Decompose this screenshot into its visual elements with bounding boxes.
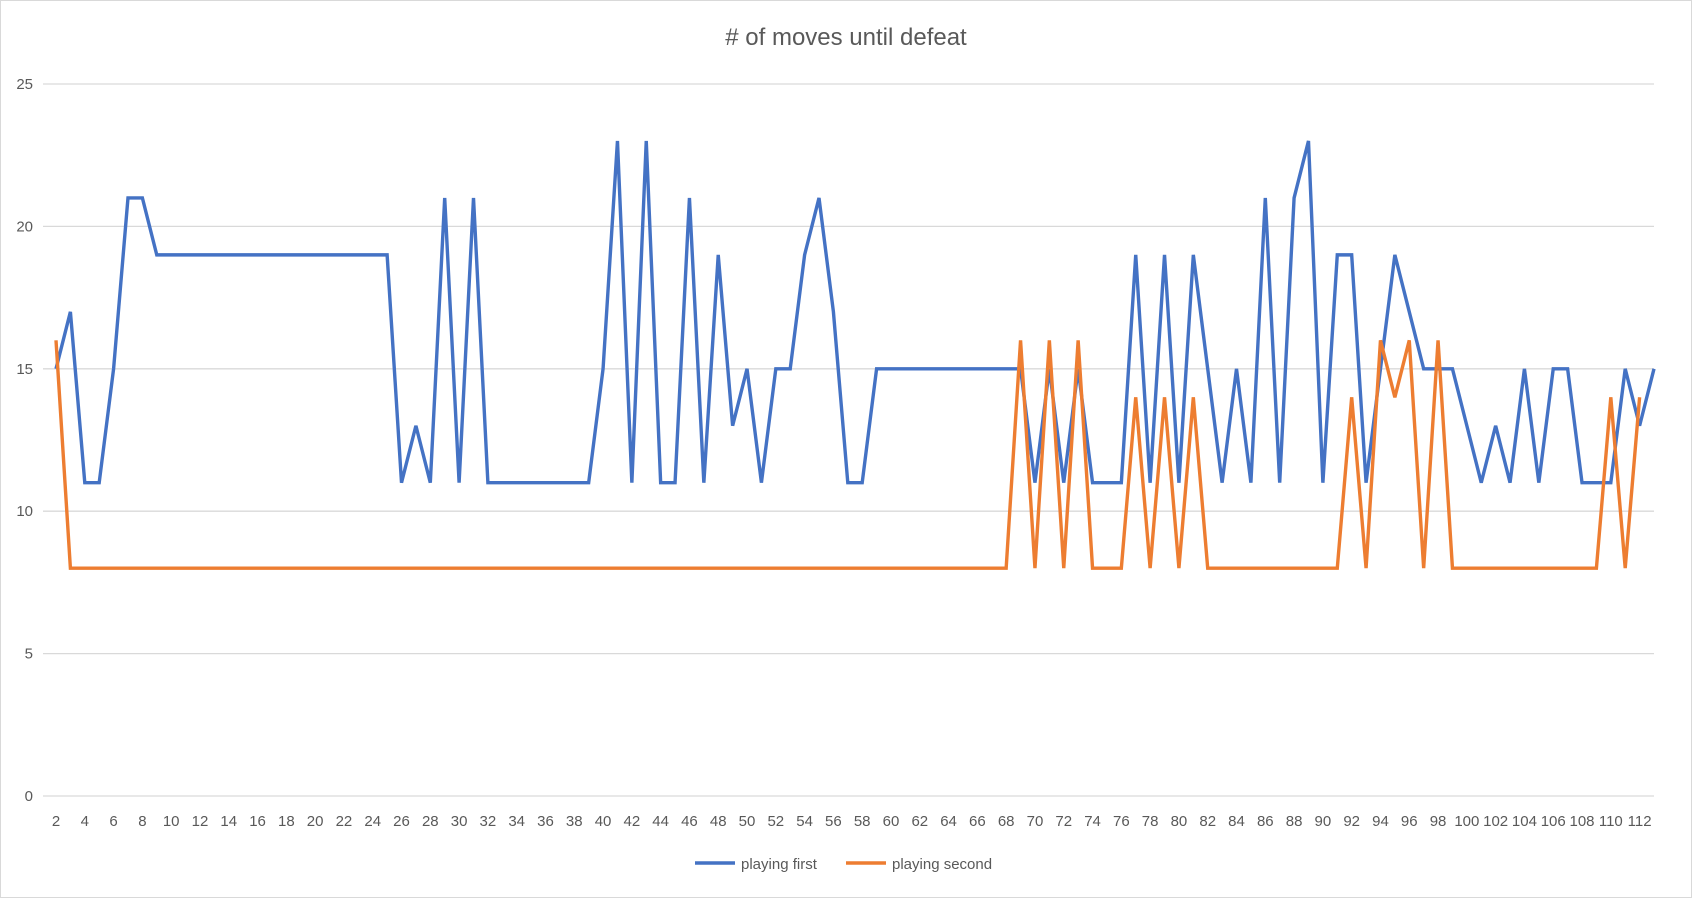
x-tick-label: 22 bbox=[336, 813, 353, 830]
x-tick-label: 90 bbox=[1315, 813, 1332, 830]
x-tick-label: 104 bbox=[1512, 813, 1537, 830]
x-tick-label: 30 bbox=[451, 813, 468, 830]
x-tick-label: 108 bbox=[1570, 813, 1595, 830]
x-tick-label: 74 bbox=[1084, 813, 1101, 830]
x-tick-label: 102 bbox=[1483, 813, 1508, 830]
x-tick-label: 76 bbox=[1113, 813, 1130, 830]
x-tick-label: 24 bbox=[364, 813, 381, 830]
x-tick-label: 36 bbox=[537, 813, 554, 830]
x-tick-label: 80 bbox=[1171, 813, 1188, 830]
x-tick-label: 50 bbox=[739, 813, 756, 830]
x-tick-label: 112 bbox=[1628, 813, 1652, 830]
y-axis-ticks: 0 5 10 15 20 25 bbox=[16, 76, 33, 805]
x-tick-label: 72 bbox=[1055, 813, 1072, 830]
x-tick-label: 64 bbox=[940, 813, 957, 830]
x-tick-label: 106 bbox=[1541, 813, 1566, 830]
x-tick-label: 92 bbox=[1343, 813, 1360, 830]
x-tick-label: 44 bbox=[652, 813, 669, 830]
x-tick-label: 34 bbox=[508, 813, 525, 830]
x-tick-label: 78 bbox=[1142, 813, 1159, 830]
x-tick-label: 18 bbox=[278, 813, 295, 830]
x-tick-label: 26 bbox=[393, 813, 410, 830]
x-tick-label: 6 bbox=[109, 813, 117, 830]
x-tick-label: 8 bbox=[138, 813, 146, 830]
x-tick-label: 32 bbox=[480, 813, 497, 830]
x-tick-label: 86 bbox=[1257, 813, 1274, 830]
x-tick-label: 16 bbox=[249, 813, 266, 830]
legend: playing first playing second bbox=[695, 856, 992, 873]
gridlines bbox=[43, 83, 1654, 797]
x-tick-label: 68 bbox=[998, 813, 1015, 830]
x-tick-label: 96 bbox=[1401, 813, 1418, 830]
x-tick-label: 100 bbox=[1454, 813, 1479, 830]
x-tick-label: 20 bbox=[307, 813, 324, 830]
y-tick-label: 5 bbox=[25, 646, 33, 663]
x-tick-label: 40 bbox=[595, 813, 612, 830]
x-tick-label: 4 bbox=[81, 813, 89, 830]
y-tick-label: 25 bbox=[16, 76, 33, 93]
x-tick-label: 28 bbox=[422, 813, 439, 830]
x-tick-label: 70 bbox=[1027, 813, 1044, 830]
x-tick-label: 62 bbox=[911, 813, 928, 830]
x-tick-label: 84 bbox=[1228, 813, 1245, 830]
x-tick-label: 54 bbox=[796, 813, 813, 830]
x-tick-label: 98 bbox=[1430, 813, 1447, 830]
x-tick-label: 42 bbox=[624, 813, 641, 830]
legend-label-2: playing second bbox=[892, 856, 992, 873]
legend-label-1: playing first bbox=[741, 856, 818, 873]
chart-title: # of moves until defeat bbox=[725, 24, 967, 51]
x-tick-label: 94 bbox=[1372, 813, 1389, 830]
x-tick-label: 14 bbox=[220, 813, 237, 830]
x-tick-label: 12 bbox=[192, 813, 209, 830]
x-tick-label: 2 bbox=[52, 813, 60, 830]
x-tick-label: 46 bbox=[681, 813, 698, 830]
x-tick-label: 82 bbox=[1199, 813, 1216, 830]
x-tick-label: 66 bbox=[969, 813, 986, 830]
x-tick-label: 60 bbox=[883, 813, 900, 830]
x-tick-label: 48 bbox=[710, 813, 727, 830]
y-tick-label: 0 bbox=[25, 788, 33, 805]
x-tick-label: 88 bbox=[1286, 813, 1303, 830]
x-tick-label: 38 bbox=[566, 813, 583, 830]
x-tick-label: 56 bbox=[825, 813, 842, 830]
series-lines bbox=[54, 140, 1656, 570]
x-tick-label: 110 bbox=[1599, 813, 1623, 830]
y-tick-label: 15 bbox=[16, 361, 33, 378]
x-axis-ticks: 2 4 6 8 10 12 14 16 18 20 22 24 26 28 30 32 34 36 38 40 42 44… bbox=[52, 813, 1652, 830]
x-tick-label: 58 bbox=[854, 813, 871, 830]
y-tick-label: 20 bbox=[16, 218, 33, 235]
x-tick-label: 52 bbox=[767, 813, 784, 830]
x-tick-label: 10 bbox=[163, 813, 180, 830]
series-line-1 bbox=[54, 140, 1656, 485]
series-line-2 bbox=[54, 339, 1642, 570]
y-tick-label: 10 bbox=[16, 503, 33, 520]
